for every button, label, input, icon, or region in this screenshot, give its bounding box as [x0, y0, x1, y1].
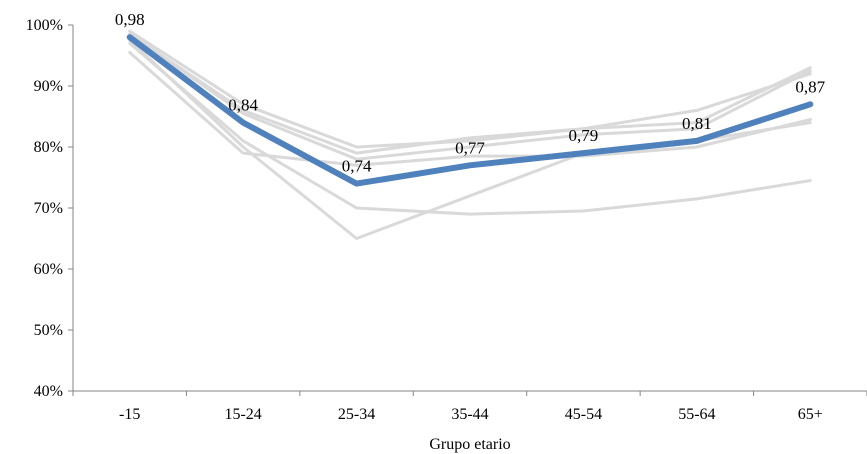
data-label: 0,84 [228, 96, 258, 115]
x-tick-label: 35-44 [451, 406, 488, 423]
data-labels: 0,98 0,84 0,74 0,77 0,79 0,81 0,87 [115, 10, 826, 175]
background-series-line [128, 32, 812, 155]
data-label: 0,81 [682, 114, 712, 133]
data-label: 0,74 [342, 157, 372, 176]
y-tick-label: 90% [34, 78, 63, 95]
data-label: 0,77 [455, 138, 485, 157]
background-series-line [128, 41, 812, 216]
x-tick-label: -15 [119, 406, 140, 423]
x-tick-label: 65+ [798, 406, 823, 423]
ticks: 40% 50% 60% 70% 80% 90% 100% -15 15-24 25-34 35-44… [26, 17, 867, 423]
data-label: 0,98 [115, 10, 145, 29]
y-tick-label: 70% [34, 200, 63, 217]
y-tick-label: 100% [26, 17, 63, 34]
x-tick-label: 25-34 [338, 406, 375, 423]
x-tick-label: 15-24 [224, 406, 261, 423]
background-series-line [128, 50, 812, 167]
y-tick-label: 40% [34, 383, 63, 400]
x-tick-label: 55-64 [678, 406, 715, 423]
background-series-line [128, 32, 812, 161]
y-tick-label: 50% [34, 322, 63, 339]
y-tick-label: 60% [34, 261, 63, 278]
data-label: 0,79 [569, 126, 599, 145]
x-tick-label: 45-54 [565, 406, 602, 423]
y-tick-label: 80% [34, 139, 63, 156]
highlight-series [126, 34, 814, 187]
background-series [128, 29, 812, 240]
data-label: 0,87 [795, 77, 825, 96]
axes [72, 25, 867, 392]
highlight-series-line [126, 34, 814, 187]
background-series-line [128, 29, 812, 149]
x-axis-title: Grupo etario [429, 436, 510, 453]
